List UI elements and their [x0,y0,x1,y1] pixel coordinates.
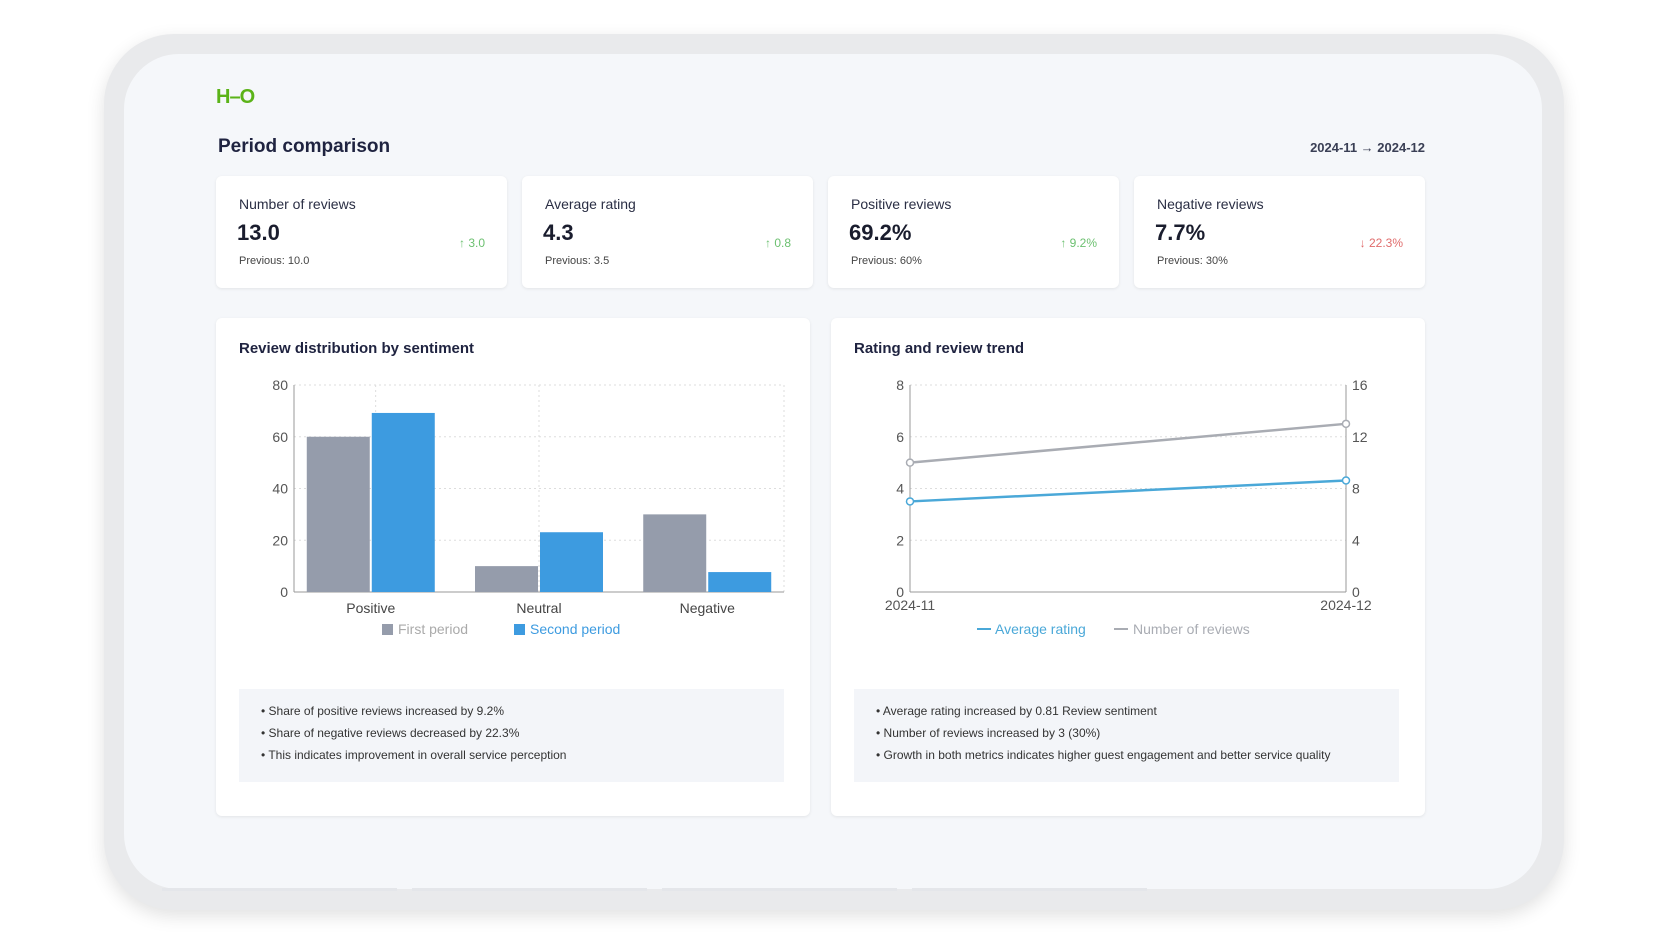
y-left-tick-label: 8 [896,377,904,393]
metric-change: ↓ 22.3% [1359,236,1403,250]
legend-second-period: Second period [530,621,620,637]
metric-change: ↑ 3.0 [458,236,485,250]
legend-swatch-second [514,624,525,635]
logo[interactable]: H–O [216,86,255,108]
notes-list: Average rating increased by 0.81 Review … [854,689,1399,782]
divider [162,888,397,891]
date-range: 2024-11 → 2024-12 [1310,140,1425,155]
y-left-tick-label: 2 [896,532,904,548]
note-item: Share of negative reviews decreased by 2… [261,726,784,740]
legend-number-of-reviews: Number of reviews [1133,621,1250,637]
note-item: Growth in both metrics indicates higher … [876,748,1399,762]
x-tick-label: 2024-12 [1320,597,1372,613]
bar-positive-first [306,436,370,592]
y-tick-label: 80 [272,377,288,393]
legend-swatch-first [382,624,393,635]
metric-label: Average rating [545,196,636,212]
data-point [1341,476,1351,485]
data-point [905,497,915,506]
x-tick-label: Neutral [516,600,561,616]
sentiment-chart-panel: Review distribution by sentiment 0 20 40 60… [216,318,810,816]
y-right-tick-label: 16 [1352,377,1368,393]
metric-card: Negative reviews 7.7% Previous: 30% ↓ 22… [1134,176,1425,288]
metric-card: Average rating 4.3 Previous: 3.5 ↑ 0.8 [522,176,813,288]
notes-list: Share of positive reviews increased by 9… [239,689,784,782]
bar-chart: 0 20 40 60 80 Positive Neutral Negative First pe… [272,377,785,637]
y-left-tick-label: 0 [896,584,904,600]
chart-title: Review distribution by sentiment [239,340,475,357]
metric-label: Number of reviews [239,196,356,212]
x-tick-label: 2024-11 [885,597,936,613]
y-left-tick-label: 4 [896,481,904,497]
line-chart: 0 2 4 6 8 0 4 8 12 16 2024-11 2024-12 Average rating… [885,377,1372,637]
y-right-tick-label: 4 [1352,532,1360,548]
metric-previous: Previous: 60% [851,255,922,267]
x-tick-label: Negative [680,600,735,616]
bar-positive-second [371,412,435,592]
note-item: Number of reviews increased by 3 (30%) [876,726,1399,740]
note-item: This indicates improvement in overall se… [261,748,784,762]
metric-label: Negative reviews [1157,196,1264,212]
y-tick-label: 40 [272,481,288,497]
x-tick-label: Positive [346,600,395,616]
y-tick-label: 60 [272,429,288,445]
metric-change: ↑ 0.8 [764,236,791,250]
bar-negative-first [643,514,707,592]
metric-card: Number of reviews 13.0 Previous: 10.0 ↑ … [216,176,507,288]
bar-neutral-first [475,566,538,592]
series-line-rating [909,479,1347,503]
metric-previous: Previous: 3.5 [545,255,610,267]
data-point [905,458,915,467]
y-tick-label: 0 [280,584,288,600]
divider [662,888,897,891]
bar-neutral-second [540,532,603,592]
metric-value: 7.7% [1155,220,1206,245]
chart-title: Rating and review trend [854,340,1025,357]
data-point [1341,419,1351,429]
y-right-tick-label: 8 [1352,481,1360,497]
metric-label: Positive reviews [851,196,952,212]
metric-card: Positive reviews 69.2% Previous: 60% ↑ 9… [828,176,1119,288]
y-right-tick-label: 0 [1352,584,1360,600]
metric-value: 13.0 [237,220,280,245]
y-left-tick-label: 6 [896,429,904,445]
note-item: Share of positive reviews increased by 9… [261,704,784,718]
bar-negative-second [708,572,772,592]
metric-value: 69.2% [849,220,912,245]
trend-chart-panel: Rating and review trend 0 2 4 6 8 0 4 8 12 16 2024… [831,318,1425,816]
metric-value: 4.3 [543,220,574,245]
y-right-tick-label: 12 [1352,429,1368,445]
note-item: Average rating increased by 0.81 Review … [876,704,1399,718]
legend-first-period: First period [398,621,468,637]
metric-previous: Previous: 10.0 [239,255,310,267]
divider [912,888,1147,891]
metric-previous: Previous: 30% [1157,255,1228,267]
y-tick-label: 20 [272,532,288,548]
metric-change: ↑ 9.2% [1060,236,1097,250]
legend-average-rating: Average rating [995,621,1086,637]
series-line-reviews [909,422,1347,464]
page-title: Period comparison [218,136,391,157]
divider [412,888,647,891]
